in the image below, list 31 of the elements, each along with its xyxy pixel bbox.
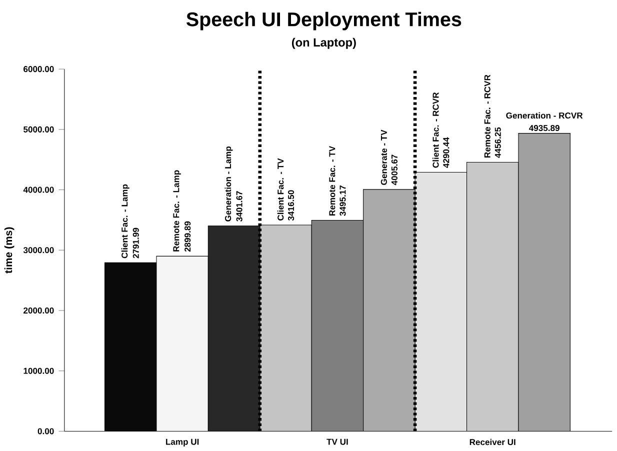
y-tick-label: 0.00: [38, 428, 54, 434]
annotation: Remote Fac. - RCVR: [484, 74, 490, 158]
data-label: 3495.17: [340, 186, 346, 216]
data-label: 4005.67: [391, 154, 398, 186]
data-label: 2899.89: [184, 221, 191, 252]
annotation: Client Fac. - TV: [277, 158, 284, 220]
annotation: Generate - TV: [380, 130, 387, 185]
data-label: 2791.99: [132, 228, 139, 258]
annotation: Generation - Lamp: [224, 146, 233, 222]
y-tick-label: 6000.00: [24, 66, 54, 72]
chart-title: Speech UI Deployment Times: [186, 12, 462, 30]
data-label: 3416.50: [288, 190, 294, 221]
y-axis-title: time (ms): [4, 227, 14, 274]
annotation: Client Fac. - RCVR: [432, 92, 439, 168]
y-tick-label: 4000.00: [23, 186, 54, 193]
annotation: Client Fac. - Lamp: [121, 184, 130, 258]
y-tick-label: 5000.00: [23, 126, 54, 133]
data-label: 4456.25: [494, 127, 501, 158]
y-tick-label: 1000.00: [24, 368, 54, 374]
annotation: Remote Fac. - Lamp: [173, 170, 181, 252]
x-tick-label: Receiver UI: [470, 438, 516, 446]
data-label: 3401.67: [236, 191, 242, 222]
y-tick-label: 2000.00: [24, 308, 54, 314]
chart-subtitle: (on Laptop): [292, 38, 356, 49]
data-label: 4935.89: [528, 125, 560, 132]
data-label: 4290.44: [443, 137, 450, 168]
y-tick-label: 3000.00: [23, 247, 54, 254]
annotation: Generation - RCVR: [506, 112, 583, 119]
x-tick-label: TV UI: [326, 438, 348, 445]
annotation: Remote Fac. - TV: [329, 146, 336, 216]
x-tick-label: Lamp UI: [166, 438, 199, 447]
